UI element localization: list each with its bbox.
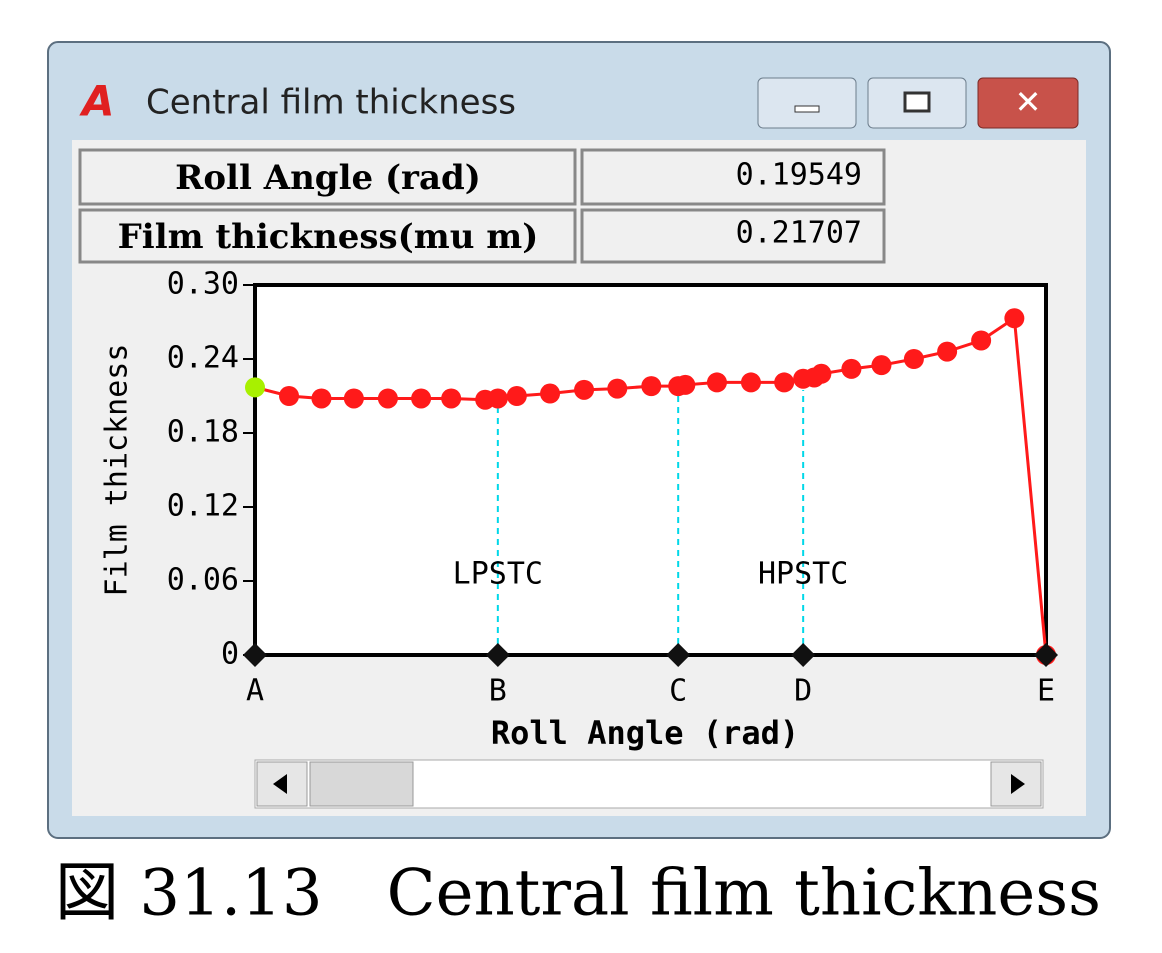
data-point — [506, 386, 527, 406]
y-tick-label: 0 — [221, 637, 239, 672]
data-point — [343, 388, 364, 409]
field-value-box — [580, 148, 886, 206]
data-point — [740, 372, 761, 393]
data-point — [641, 376, 662, 397]
y-axis-title: Film thickness — [100, 344, 135, 597]
data-point — [441, 388, 462, 409]
data-point — [279, 386, 300, 406]
data-point — [903, 349, 924, 369]
x-axis-title: Roll Angle (rad) — [491, 714, 799, 752]
data-point — [971, 330, 992, 351]
y-tick-label: 0.12 — [167, 489, 239, 524]
field-label-box — [78, 208, 577, 264]
data-point — [487, 388, 508, 409]
y-tick-label: 0.30 — [167, 267, 239, 302]
data-point — [411, 388, 432, 409]
close-button[interactable] — [977, 77, 1079, 129]
x-tick-label: A — [246, 674, 264, 709]
close-icon: ✕ — [1015, 83, 1042, 121]
data-point — [574, 379, 595, 400]
data-point — [540, 383, 561, 404]
scroll-thumb[interactable] — [309, 761, 414, 807]
data-point — [937, 341, 958, 362]
field-value: 0.19549 — [736, 158, 862, 193]
x-tick-marker — [666, 643, 691, 667]
x-tick-label: C — [669, 674, 687, 709]
field-label: Film thickness(mu m) — [118, 217, 539, 257]
annotation: HPSTC — [758, 557, 848, 592]
data-point — [811, 363, 832, 384]
figure-caption: 図 31.13 Central film thickness — [55, 857, 1101, 931]
app-icon: A — [79, 77, 115, 126]
x-tick-marker — [485, 643, 510, 667]
field-value: 0.21707 — [736, 216, 862, 251]
x-tick-marker — [243, 643, 267, 667]
plot-area — [255, 285, 1046, 655]
arrow-left — [273, 774, 287, 794]
data-point — [675, 374, 696, 395]
x-tick-marker — [1034, 643, 1058, 667]
field-value-box — [580, 208, 886, 264]
data-point — [871, 355, 892, 376]
field-label-box — [78, 148, 577, 206]
data-point — [841, 358, 862, 379]
x-tick-label: E — [1037, 674, 1055, 709]
minimize-button[interactable] — [757, 77, 857, 129]
window-title: Central film thickness — [146, 83, 516, 123]
y-tick-label: 0.06 — [167, 563, 239, 598]
data-point — [311, 388, 332, 409]
plot-frame — [253, 283, 1048, 657]
data-point — [774, 372, 795, 393]
field-label: Roll Angle (rad) — [175, 158, 481, 198]
data-point — [607, 378, 628, 399]
data-point — [377, 388, 398, 409]
y-tick-label: 0.24 — [167, 341, 239, 376]
maximize-icon — [903, 91, 931, 113]
x-tick-marker — [791, 643, 816, 667]
arrow-right — [1011, 774, 1025, 794]
data-point — [706, 372, 727, 393]
x-tick-label: D — [794, 674, 812, 709]
y-tick-label: 0.18 — [167, 415, 239, 450]
data-point — [1004, 308, 1025, 329]
annotation: LPSTC — [453, 557, 543, 592]
minimize-icon — [794, 105, 820, 113]
x-tick-label: B — [489, 674, 507, 709]
data-point — [245, 377, 265, 398]
